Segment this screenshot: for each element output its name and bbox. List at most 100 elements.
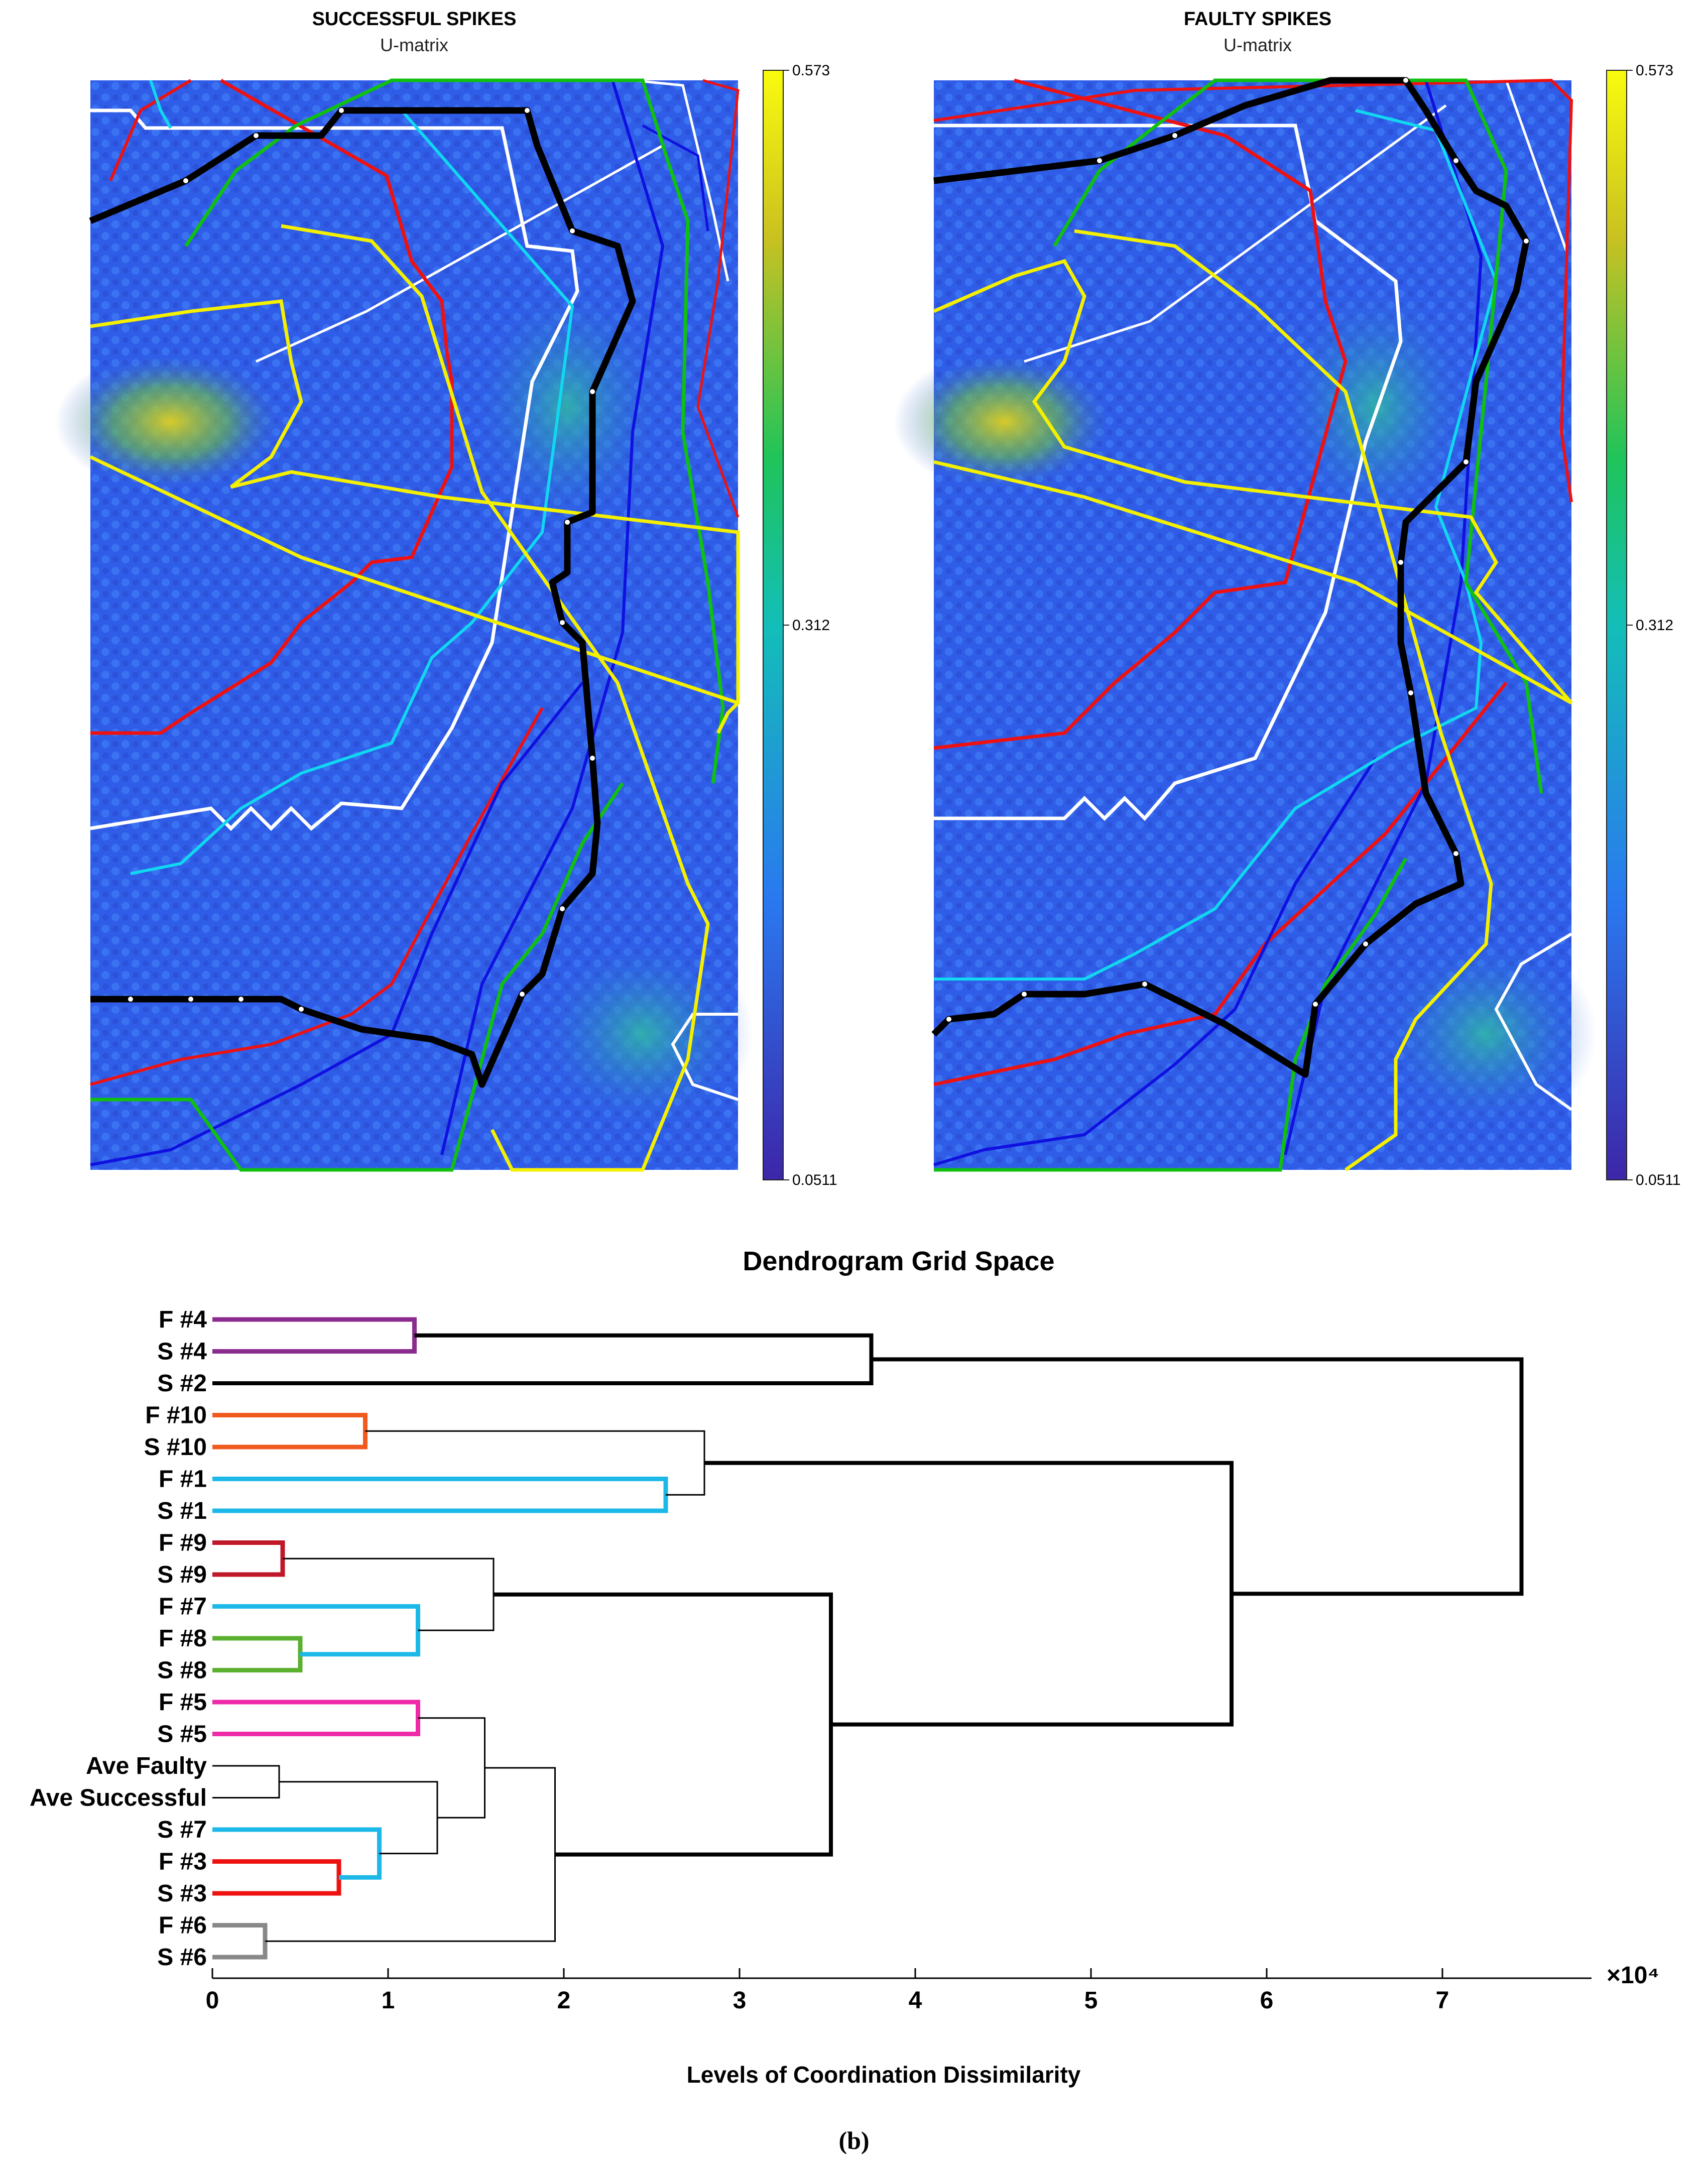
trajectory-blue (440, 80, 665, 1155)
leaf-label: S #2 (157, 1370, 207, 1397)
dendrogram-link (212, 1636, 303, 1672)
leaf-label: F #3 (159, 1849, 207, 1875)
dendrogram-link (212, 1923, 268, 1960)
x-axis-multiplier: ×10⁴ (1607, 1962, 1659, 1989)
dendrogram-link (212, 1604, 420, 1657)
u-matrix-region (1275, 276, 1476, 537)
x-axis-ticks: 0 1 2 3 4 5 6 7 (206, 1968, 1449, 2014)
trajectory-yellow (933, 460, 1572, 705)
trajectory-black (89, 107, 636, 1088)
trajectory-white (1505, 80, 1568, 252)
trajectory-red (933, 78, 1348, 750)
trajectory-red (90, 78, 454, 735)
som-panel-successful: SUCCESSFUL SPIKES U-matrix (55, 9, 837, 1188)
leaf-labels: F #4 S #4 S #2 F #10 S #10 F #1 S #1 F #9 S #9 F … (30, 1306, 207, 1971)
dendrogram-link (279, 1781, 438, 1855)
colorbar (763, 70, 784, 1180)
trajectory-green (90, 782, 624, 1172)
trajectory-white (255, 144, 664, 363)
colorbar (1606, 70, 1627, 1180)
leaf-label: F #5 (159, 1689, 207, 1716)
trajectory-cyan (149, 80, 172, 129)
x-tick-label: 2 (557, 1987, 571, 2014)
leaf-label: F #1 (159, 1466, 207, 1493)
trajectory-blue (933, 757, 1377, 1166)
colorbar-min-label: 0.0511 (1636, 1172, 1681, 1188)
leaf-label: Ave Successful (30, 1785, 207, 1812)
figure-caption: (b) (838, 2126, 869, 2154)
panel-subtitle: U-matrix (1224, 35, 1292, 55)
trajectory-white (1494, 932, 1572, 1111)
trajectory-yellow (1074, 229, 1493, 1171)
dendrogram-link (871, 1357, 1524, 1596)
x-tick-label: 3 (733, 1987, 747, 2014)
dendrogram-link (212, 1477, 668, 1513)
colorbar-mid-label: 0.312 (792, 617, 830, 634)
panel-title: FAULTY SPIKES (1184, 9, 1331, 30)
u-matrix-region (1376, 934, 1597, 1135)
trajectory-yellow (281, 224, 710, 1172)
colorbar-max-label: 0.573 (1636, 62, 1673, 79)
trajectory-green (184, 78, 725, 784)
dendrogram-link (212, 1827, 382, 1880)
leaf-label: S #3 (157, 1880, 207, 1907)
trajectory-white (934, 124, 1403, 821)
leaf-label: F #8 (159, 1625, 207, 1652)
dendrogram-link (212, 1700, 420, 1736)
x-tick-label: 1 (382, 1987, 395, 2014)
trajectory-blue (1284, 80, 1483, 1155)
trajectory-red (933, 681, 1508, 1087)
colorbar-min-label: 0.0511 (792, 1172, 837, 1188)
colorbar-mid-label: 0.312 (1636, 617, 1673, 634)
x-axis-label: Levels of Coordination Dissimilarity (687, 2062, 1081, 2088)
leaf-label: S #4 (157, 1339, 207, 1365)
trajectory-red (90, 707, 544, 1086)
leaf-label: F #10 (145, 1402, 207, 1429)
leaf-label: S #6 (157, 1944, 207, 1971)
trajectory-black-markers (128, 108, 595, 1012)
trajectory-yellow (933, 259, 1573, 704)
dendrogram-chart: Dendrogram Grid Space F #4 S #4 S #2 F #10 S… (30, 1246, 1659, 2088)
dendrogram-link (212, 1413, 368, 1450)
x-tick-label: 4 (909, 1987, 922, 2014)
panel-title: SUCCESSFUL SPIKES (312, 9, 517, 30)
leaf-label: S #1 (157, 1498, 207, 1524)
trajectory-cyan (130, 109, 574, 875)
dendrogram-link (494, 1592, 833, 1857)
som-panel-faulty: FAULTY SPIKES U-matrix 0.573 0 (894, 9, 1681, 1188)
dendrogram-link (283, 1557, 495, 1631)
dendrogram-title: Dendrogram Grid Space (743, 1246, 1054, 1276)
dendrogram-links (212, 1317, 1524, 1960)
leaf-label: F #6 (159, 1912, 207, 1939)
leaf-label: S #8 (157, 1657, 207, 1684)
leaf-label: S #7 (157, 1817, 207, 1843)
u-matrix-region (532, 934, 753, 1135)
dendrogram-link (212, 1540, 285, 1577)
leaf-label: F #9 (159, 1530, 207, 1556)
x-tick-label: 5 (1084, 1987, 1098, 2014)
u-matrix-hotspot (55, 351, 286, 492)
x-tick-label: 7 (1436, 1987, 1449, 2014)
panel-subtitle: U-matrix (380, 35, 448, 55)
trajectory-red (109, 79, 192, 182)
leaf-label: S #9 (157, 1561, 207, 1588)
dendrogram-link (212, 1317, 417, 1354)
leaf-label: F #4 (159, 1306, 207, 1333)
dendrogram-link (365, 1430, 705, 1496)
dendrogram-link (265, 1767, 556, 1942)
trajectory-black (931, 77, 1530, 1078)
dendrogram-link (418, 1717, 485, 1819)
dendrogram-link (212, 1765, 280, 1798)
trajectory-red (696, 79, 740, 518)
x-tick-label: 6 (1260, 1987, 1274, 2014)
colorbar-max-label: 0.573 (792, 62, 830, 79)
trajectory-yellow (89, 455, 739, 705)
leaf-label: S #10 (144, 1434, 207, 1461)
trajectory-white (671, 1013, 739, 1101)
leaf-label: F #7 (159, 1594, 207, 1620)
trajectory-red (933, 78, 1573, 503)
dendrogram-link (212, 1333, 874, 1385)
leaf-label: Ave Faulty (86, 1753, 207, 1779)
trajectory-white (1024, 104, 1447, 363)
